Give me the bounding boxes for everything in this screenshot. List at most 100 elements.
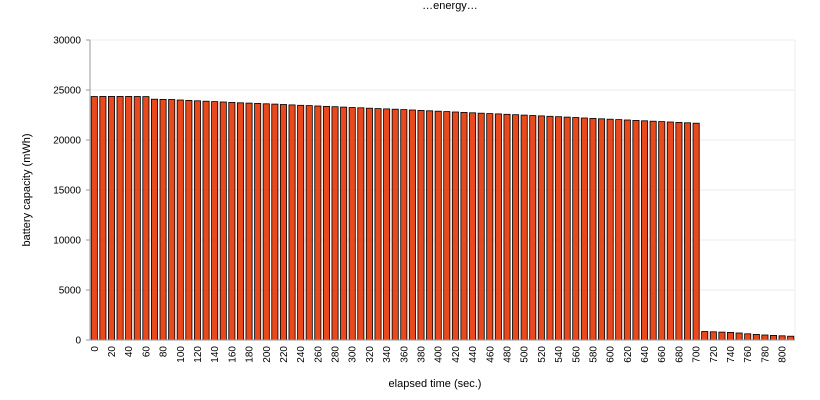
bar xyxy=(623,119,631,341)
bar xyxy=(150,98,158,341)
bar xyxy=(615,119,623,341)
x-tick-label: 480 xyxy=(502,346,513,363)
bar xyxy=(529,115,537,341)
bar xyxy=(108,96,115,341)
bar xyxy=(417,110,425,341)
bar xyxy=(314,105,322,341)
y-tick-label: 20000 xyxy=(53,136,81,147)
bar xyxy=(90,96,98,341)
y-tick-labels: 0 5000 10000 15000 20000 25000 30000 xyxy=(53,36,90,347)
bar xyxy=(357,107,365,341)
x-tick-label: 320 xyxy=(365,346,376,363)
bar xyxy=(168,99,176,341)
x-tick-label: 440 xyxy=(468,346,479,363)
bar xyxy=(245,102,253,341)
bar xyxy=(288,104,296,341)
x-tick-labels: 0 20 40 60 80 100 120 140 160 180 200 220 240 260 280 3… xyxy=(90,346,789,363)
bar xyxy=(125,96,133,341)
x-tick-label: 340 xyxy=(382,346,393,363)
y-tick-label: 0 xyxy=(75,336,81,347)
bar xyxy=(709,331,717,341)
bar xyxy=(503,113,511,341)
bar xyxy=(391,108,399,341)
bar xyxy=(400,109,408,341)
x-tick-label: 140 xyxy=(210,346,221,363)
chart-title: …energy… xyxy=(422,0,478,12)
x-tick-label: 720 xyxy=(709,346,720,363)
bar xyxy=(262,103,270,341)
bar xyxy=(133,96,141,341)
bar xyxy=(176,99,184,341)
bar xyxy=(727,331,735,341)
x-tick-label: 680 xyxy=(674,346,685,363)
y-tick-label: 10000 xyxy=(53,236,81,247)
x-tick-label: 20 xyxy=(107,346,118,358)
y-tick-label: 5000 xyxy=(59,286,82,297)
bar xyxy=(494,113,502,341)
bar xyxy=(99,96,107,341)
bar xyxy=(589,118,597,341)
bar xyxy=(563,116,571,341)
bar xyxy=(752,333,760,341)
x-tick-label: 120 xyxy=(193,346,204,363)
bar xyxy=(787,335,795,341)
x-tick-label: 760 xyxy=(743,346,754,363)
bar xyxy=(666,121,674,341)
x-tick-label: 180 xyxy=(245,346,256,363)
y-tick-label: 30000 xyxy=(53,36,81,47)
x-tick-label: 260 xyxy=(313,346,324,363)
bar xyxy=(365,107,373,341)
bar xyxy=(279,104,287,341)
bar xyxy=(219,101,227,341)
bar xyxy=(426,110,434,341)
bar xyxy=(340,106,348,341)
bar xyxy=(297,104,305,341)
bar xyxy=(236,102,244,341)
bar xyxy=(658,121,666,341)
bar xyxy=(374,108,382,341)
bar xyxy=(546,115,554,341)
x-tick-label: 500 xyxy=(520,346,531,363)
x-tick-label: 580 xyxy=(588,346,599,363)
x-tick-label: 160 xyxy=(227,346,238,363)
bar xyxy=(684,122,692,341)
bar xyxy=(469,112,477,341)
x-tick-label: 560 xyxy=(571,346,582,363)
bar xyxy=(348,107,356,341)
bar xyxy=(735,332,743,341)
x-tick-label: 280 xyxy=(331,346,342,363)
bar xyxy=(443,111,451,341)
x-tick-label: 200 xyxy=(262,346,273,363)
y-tick-label: 25000 xyxy=(53,86,81,97)
x-tick-label: 400 xyxy=(434,346,445,363)
x-axis-label: elapsed time (sec.) xyxy=(389,378,482,390)
x-tick-label: 600 xyxy=(606,346,617,363)
x-tick-label: 0 xyxy=(90,346,101,352)
x-tick-label: 520 xyxy=(537,346,548,363)
bar xyxy=(142,96,150,341)
y-tick-label: 15000 xyxy=(53,186,81,197)
bar xyxy=(159,99,167,341)
bar xyxy=(744,333,752,341)
x-tick-label: 220 xyxy=(279,346,290,363)
x-tick-label: 240 xyxy=(296,346,307,363)
bar xyxy=(770,334,777,341)
x-tick-label: 100 xyxy=(176,346,187,363)
bar xyxy=(408,109,416,341)
x-tick-label: 420 xyxy=(451,346,462,363)
bar xyxy=(641,120,649,341)
bar xyxy=(555,116,563,341)
bar xyxy=(116,96,124,341)
x-tick-label: 780 xyxy=(760,346,771,363)
bar xyxy=(193,100,201,341)
bar xyxy=(486,113,494,341)
bar xyxy=(572,117,580,341)
bar xyxy=(718,331,726,341)
bar xyxy=(185,100,193,341)
bar xyxy=(202,100,210,341)
bar xyxy=(322,106,330,341)
bar xyxy=(305,105,313,341)
bar xyxy=(778,335,786,341)
bar xyxy=(649,120,657,341)
